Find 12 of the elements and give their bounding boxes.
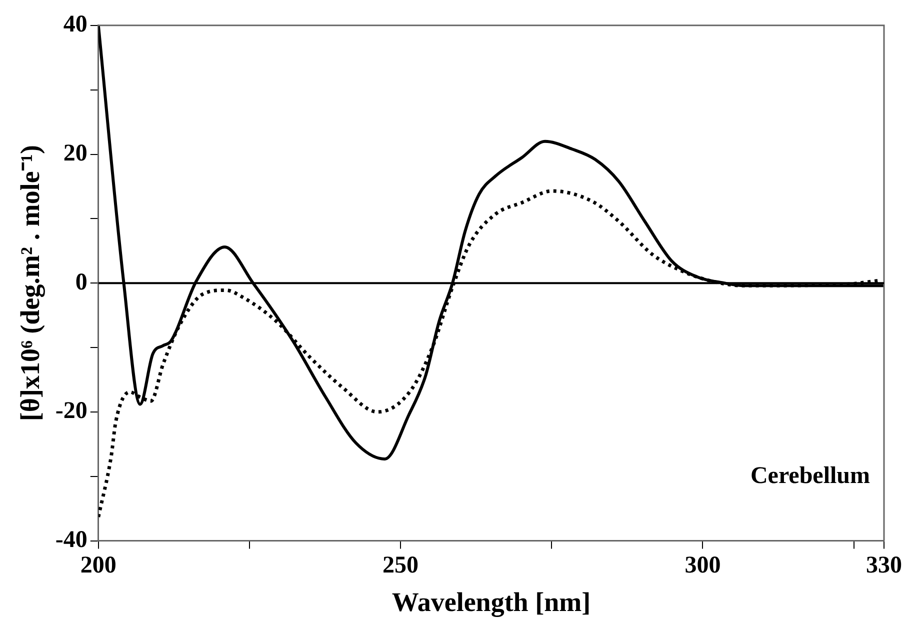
x-tick-label: 250 [382, 552, 419, 578]
x-axis-title: Wavelength [nm] [392, 586, 591, 617]
y-axis-title: [θ]x10⁶ (deg.m² . mole⁻¹) [15, 145, 46, 422]
y-tick-label: 40 [63, 12, 88, 38]
y-tick-label: -40 [55, 527, 88, 554]
x-tick-label: 200 [80, 552, 116, 578]
y-tick-label: 0 [75, 269, 88, 296]
x-tick-label: 300 [684, 552, 721, 578]
annotation: Cerebellum [750, 462, 870, 489]
y-tick-label: 20 [63, 140, 88, 166]
x-tick-label: 330 [866, 552, 902, 578]
y-tick-label: -20 [55, 398, 88, 424]
